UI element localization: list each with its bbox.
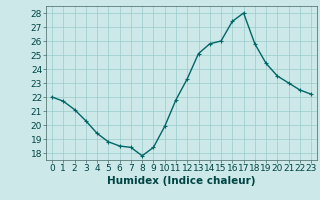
- X-axis label: Humidex (Indice chaleur): Humidex (Indice chaleur): [107, 176, 256, 186]
